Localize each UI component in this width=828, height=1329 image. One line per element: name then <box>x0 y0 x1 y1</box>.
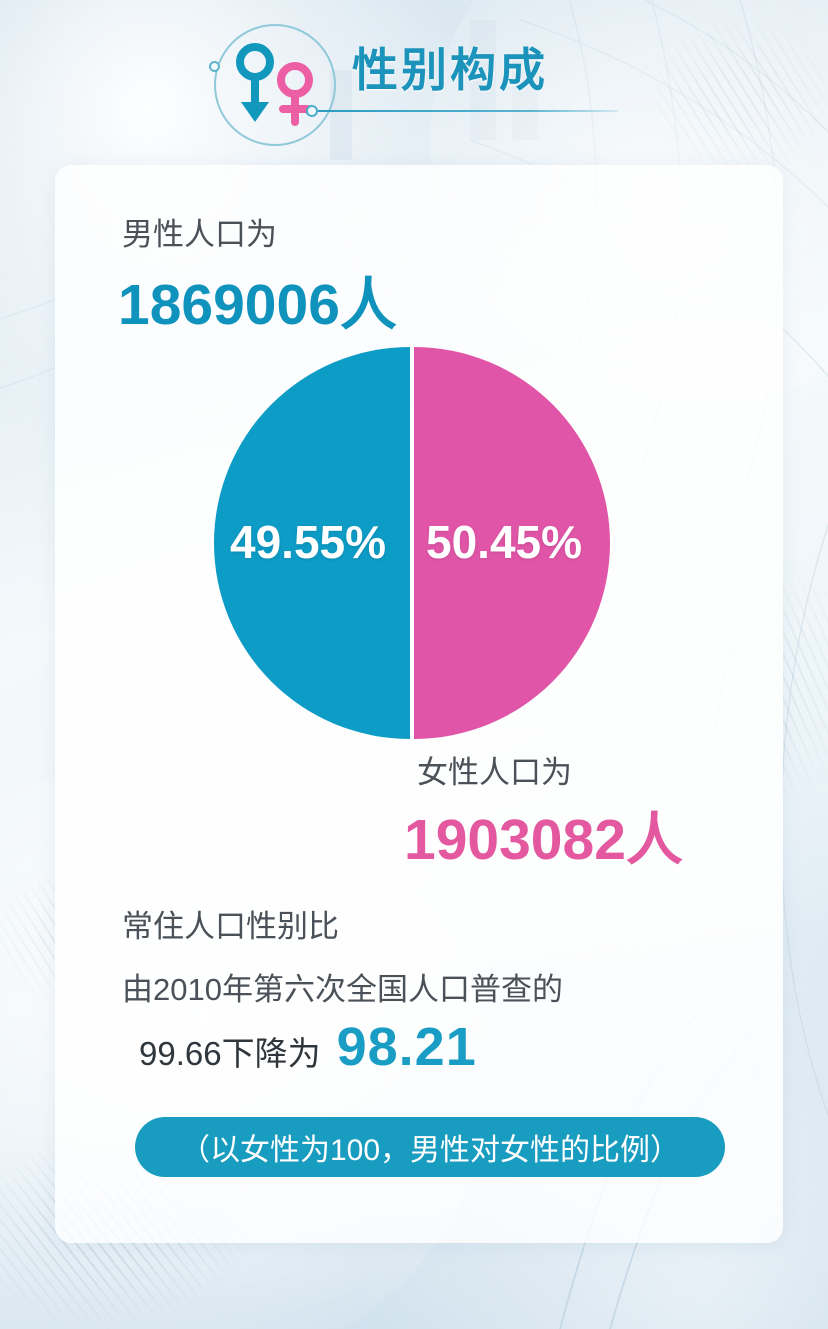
sex-ratio-previous: 99.66下降为 <box>139 1035 321 1072</box>
sex-ratio-values: 99.66下降为 98.21 <box>139 1020 477 1078</box>
page-title: 性别构成 <box>352 44 548 96</box>
male-population-value: 1869006人 <box>118 273 397 337</box>
pie-label-female: 50.45% <box>426 516 583 568</box>
male-population-label: 男性人口为 <box>122 217 277 252</box>
footnote-text: （以女性为100，男性对女性的比例） <box>179 1134 681 1167</box>
sex-ratio-source: 由2010年第六次全国人口普查的 <box>122 972 563 1007</box>
gender-pie-chart: 49.55% 50.45% <box>214 347 610 739</box>
gender-symbols-icon <box>236 43 313 126</box>
sex-ratio-heading: 常住人口性别比 <box>122 909 339 944</box>
footnote-pill: （以女性为100，男性对女性的比例） <box>135 1117 725 1177</box>
page-header: 性别构成 <box>0 0 828 160</box>
pie-label-male: 49.55% <box>230 516 387 568</box>
title-rule-dot <box>306 105 318 117</box>
header-badge-dot-left <box>209 61 220 72</box>
female-population-label: 女性人口为 <box>417 755 572 790</box>
sex-ratio-current: 98.21 <box>336 1017 477 1077</box>
header-badge-ring <box>214 24 336 146</box>
title-underline <box>318 110 618 112</box>
female-population-value: 1903082人 <box>404 808 683 872</box>
